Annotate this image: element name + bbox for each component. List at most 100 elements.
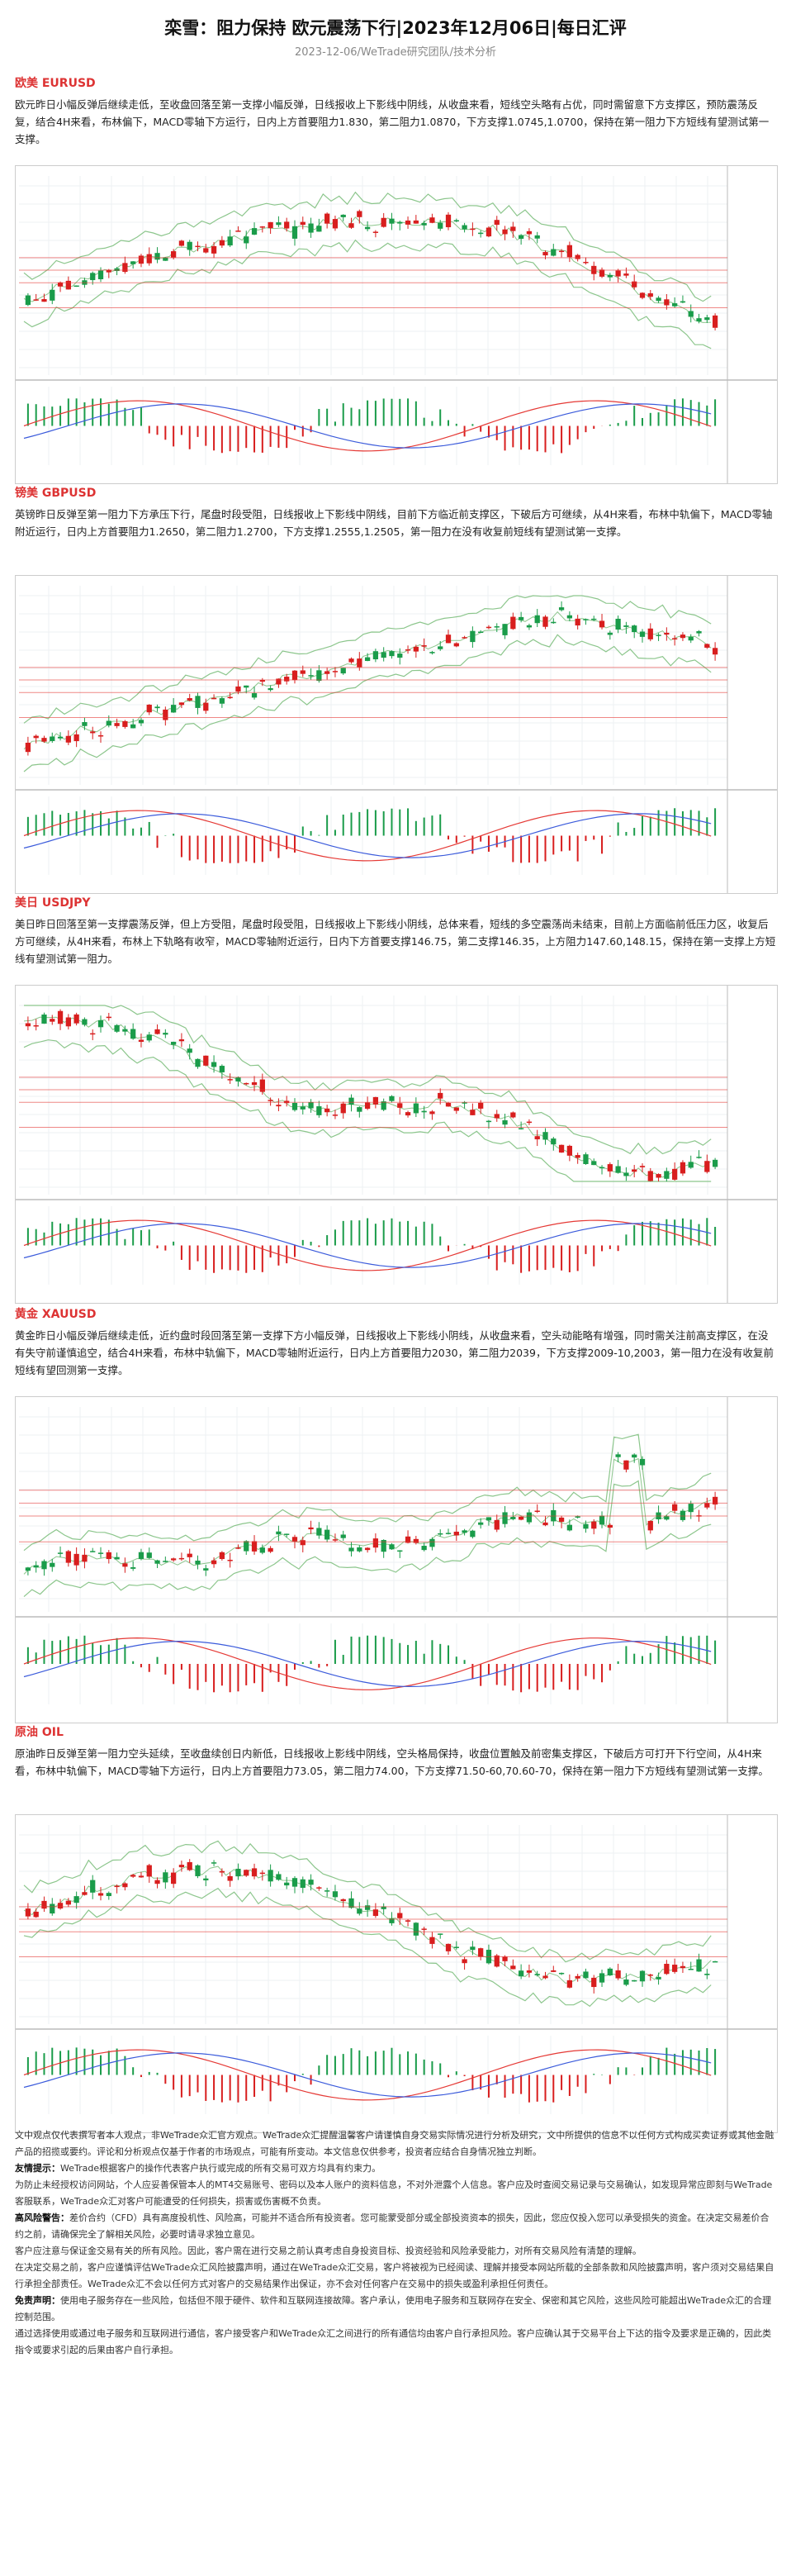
candle-body [462,1530,467,1533]
chart-image [16,576,777,893]
macd-histogram-bar [318,409,320,426]
macd-histogram-bar [431,2060,433,2075]
candle-body [57,736,64,739]
candle-body [526,625,533,628]
candle-body [664,1516,670,1520]
macd-histogram-bar [261,2075,263,2091]
macd-histogram-bar [374,2051,377,2075]
candle-body [397,1913,403,1918]
macd-histogram-bar [173,425,175,447]
macd-histogram-bar [585,425,587,433]
candle-body [485,1120,492,1123]
macd-histogram-bar [399,398,401,426]
candle-body [163,1872,168,1883]
candle-body [470,630,476,643]
macd-histogram-bar [229,2075,231,2101]
candle-body [316,1528,322,1536]
candle-body [526,231,533,235]
candle-body [195,245,201,248]
macd-histogram-bar [107,818,110,836]
disclaimer-text: 差价合约（CFD）具有高度投机性、风险高，可能并不适合所有投资者。您可能蒙受部分… [15,2212,770,2240]
candle-body [591,1161,597,1166]
macd-histogram-bar [301,2074,304,2075]
macd-histogram-bar [75,811,78,836]
candle-body [57,1010,64,1024]
macd-histogram-bar [43,813,45,836]
macd-histogram-bar [455,835,457,844]
candle-body [187,241,192,250]
candle-body [97,1893,104,1896]
candle-body [462,637,467,639]
macd-histogram-bar [277,835,280,858]
macd-histogram-bar [439,814,442,836]
candle-body [502,1956,508,1961]
candle-body [558,1144,565,1153]
macd-histogram-bar [536,2075,538,2102]
macd-histogram-bar [253,2075,256,2098]
macd-histogram-bar [617,2067,619,2075]
macd-histogram-bar [689,2049,692,2075]
macd-histogram-bar [649,412,651,426]
macd-histogram-bar [568,2075,571,2096]
macd-histogram-bar [609,1664,611,1671]
macd-histogram-bar [188,1245,191,1271]
macd-histogram-bar [681,2050,684,2075]
macd-histogram-bar [326,1235,329,1246]
macd-histogram-bar [197,2075,199,2093]
candle-body [50,736,55,741]
section-text: 英镑昨日反弹至第一阻力下方承压下行，尾盘时段受阻，日线报收上下影线中阴线，目前下… [15,508,773,538]
macd-histogram-bar [391,398,393,426]
macd-histogram-bar [213,1245,216,1273]
candle-body [672,1168,678,1180]
macd-histogram-bar [528,835,530,863]
candle-body [170,1558,177,1561]
chart-image [16,1397,777,1723]
candle-body [445,1943,452,1951]
candle-body [534,615,540,624]
macd-histogram-bar [480,2075,482,2090]
candle-body [413,220,419,224]
candle-body [251,1541,258,1552]
candle-body [178,240,185,246]
candle-body [130,1567,136,1569]
candle-body [340,1534,346,1538]
candle-body [566,615,573,619]
candle-body [704,1161,710,1172]
candle-body [518,1128,524,1129]
candle-body [324,1890,330,1892]
candle-body [90,273,96,281]
macd-histogram-bar [35,815,37,836]
macd-histogram-bar [706,1218,708,1246]
candle-body [704,1973,710,1975]
candle-body [672,303,678,307]
macd-histogram-bar [43,1639,45,1664]
macd-histogram-bar [689,400,692,426]
macd-histogram-bar [124,2056,126,2075]
candle-body [551,1138,557,1145]
macd-histogram-bar [463,835,466,837]
macd-histogram-bar [205,425,207,446]
candle-body [244,685,249,688]
macd-histogram-bar [116,1637,118,1664]
macd-histogram-bar [495,1664,498,1685]
candle-body [615,1454,621,1457]
macd-histogram-bar [318,834,320,836]
macd-histogram-bar [188,2075,191,2097]
section-text: 欧元昨日小幅反弹后继续走低，至收盘回落至第一支撑小幅反弹，日线报收上下影线中阴线… [15,98,770,145]
macd-histogram-bar [229,835,231,863]
candle-body [219,1066,225,1072]
candle-body [502,229,508,235]
macd-histogram-bar [92,813,94,836]
candle-body [615,1166,621,1173]
macd-histogram-bar [455,2071,457,2075]
macd-histogram-bar [253,1664,256,1684]
macd-histogram-bar [674,1219,676,1246]
macd-histogram-bar [326,408,329,426]
candle-body [82,1892,88,1895]
macd-histogram-bar [471,424,474,426]
candle-body [534,1136,540,1140]
macd-histogram-bar [681,810,684,836]
macd-histogram-bar [407,1220,410,1246]
candle-body [372,231,379,233]
macd-histogram-bar [665,1219,668,1246]
